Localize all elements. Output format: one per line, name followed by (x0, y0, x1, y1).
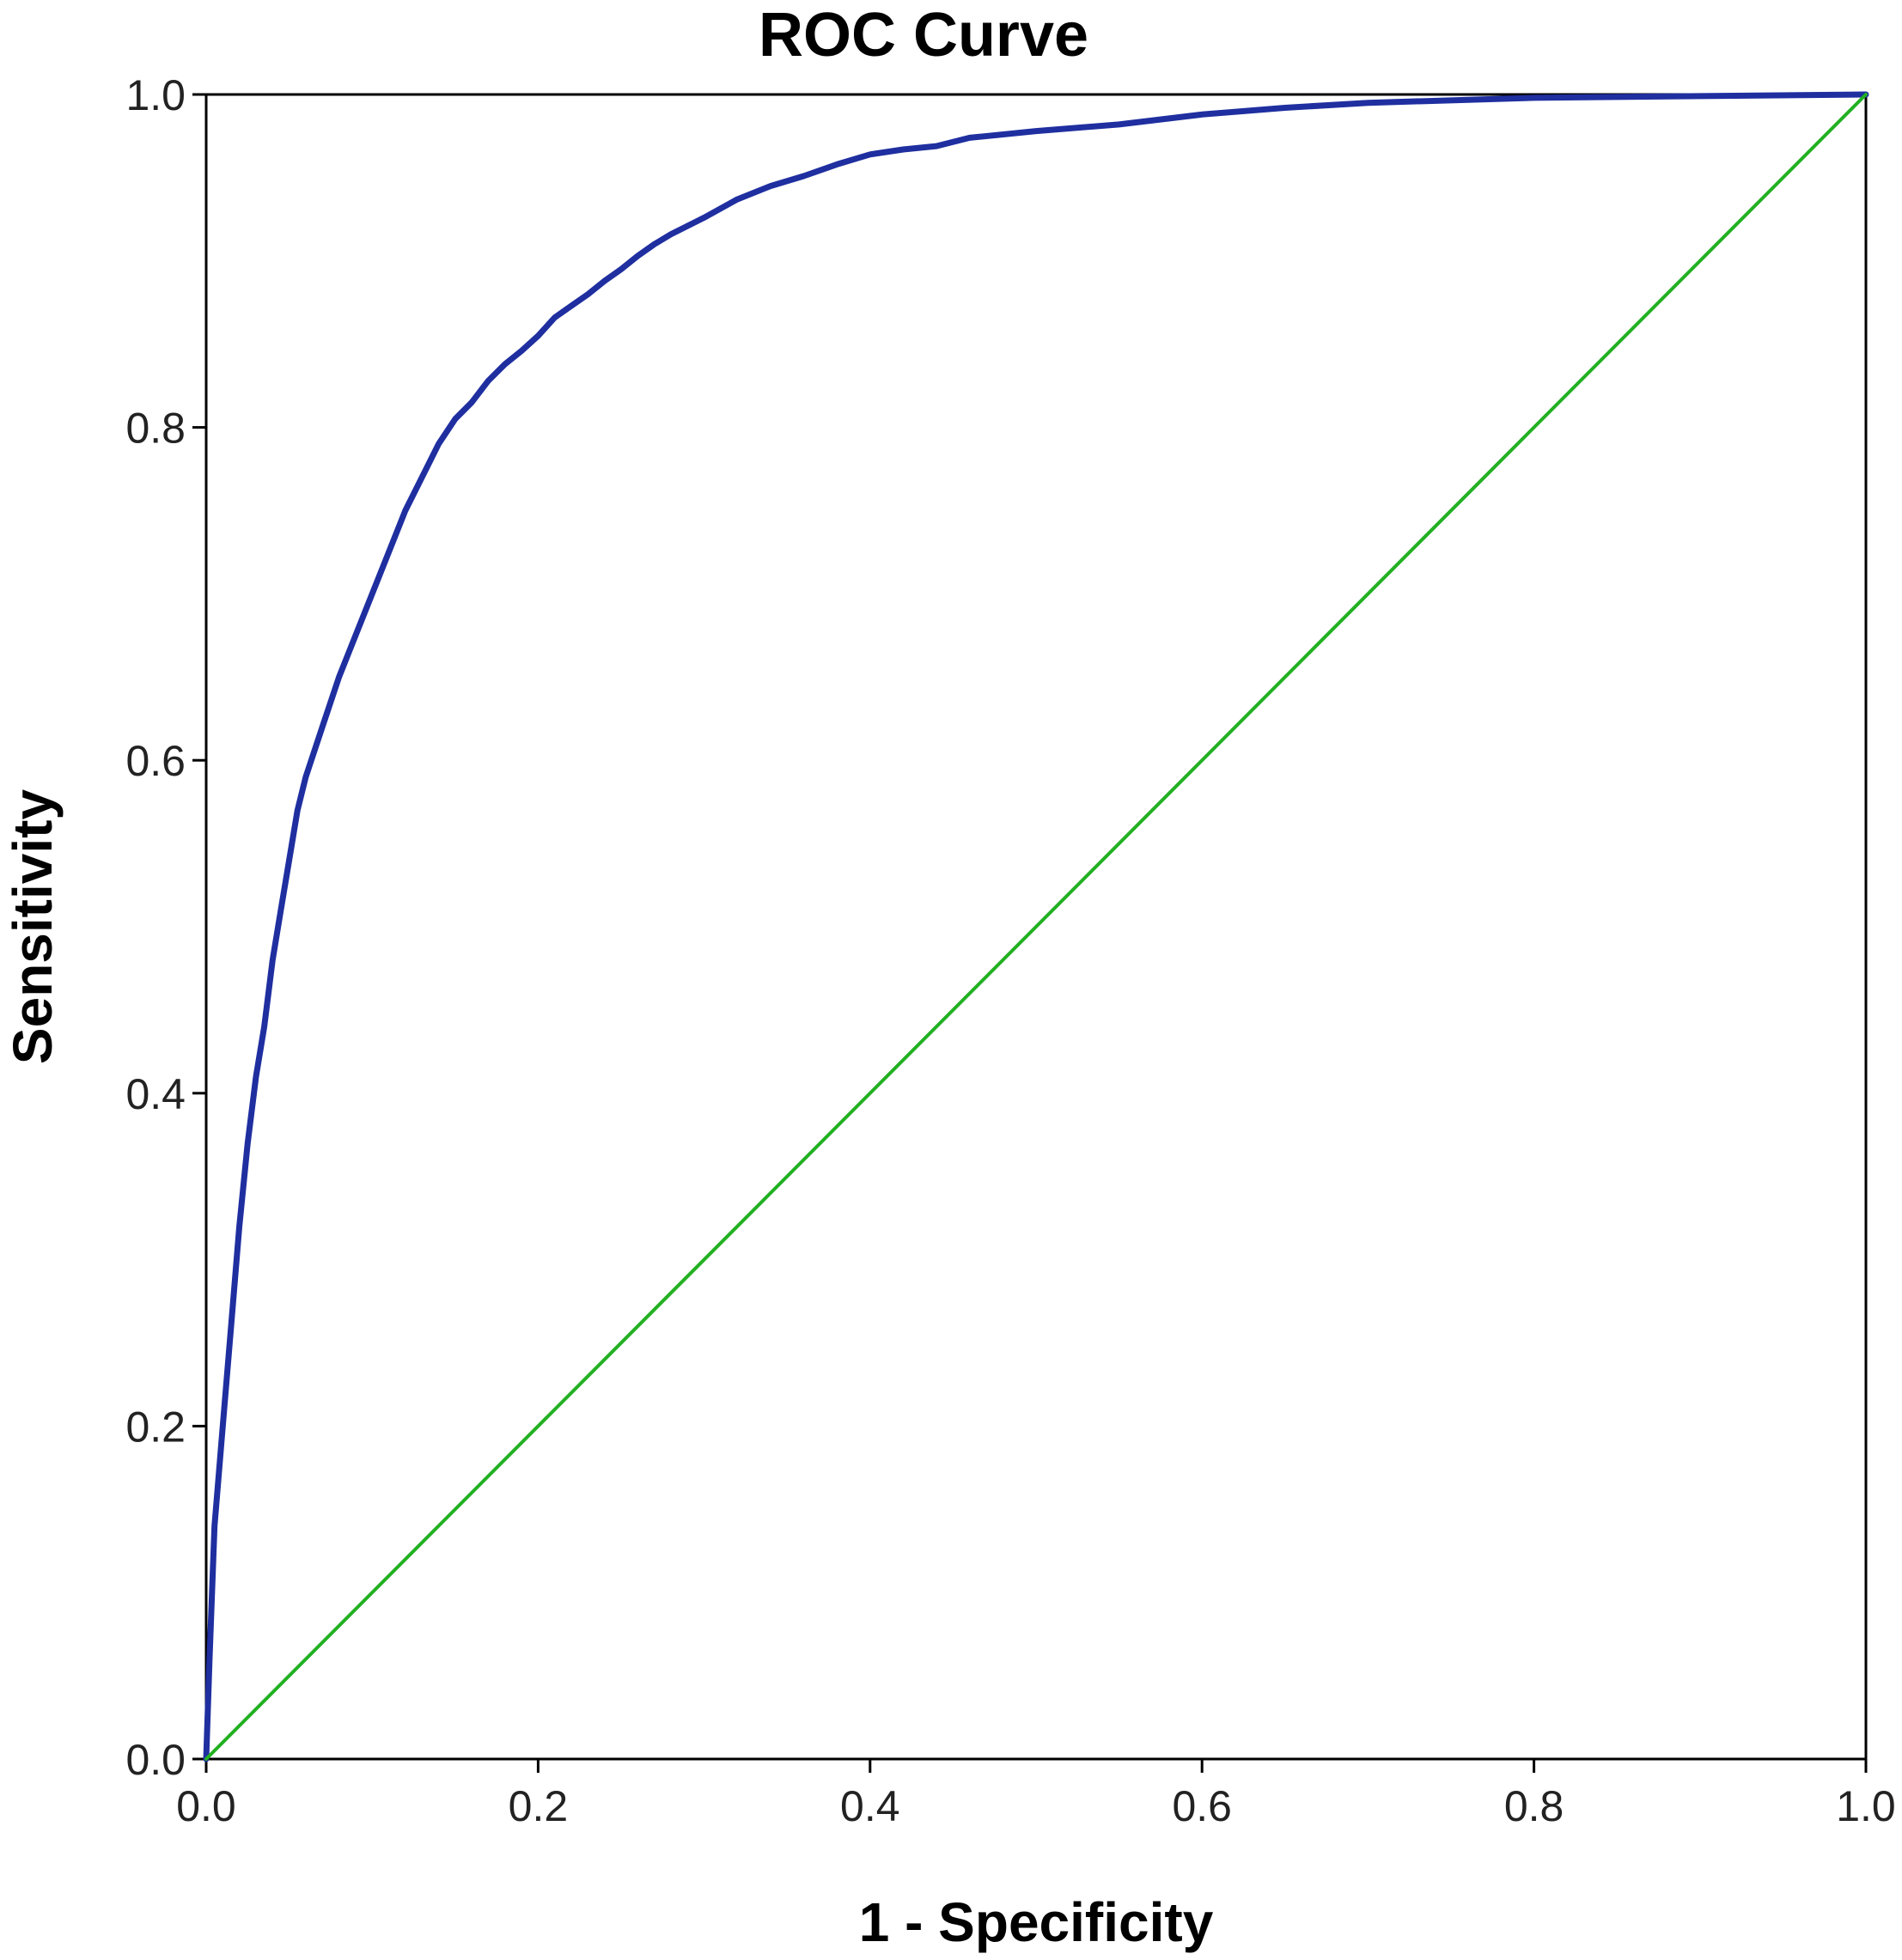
plot-area (204, 93, 1868, 1761)
y-tick-label: 1.0 (125, 71, 186, 119)
roc-curve-line (203, 91, 1869, 1762)
reference-diagonal-line (204, 93, 1868, 1761)
x-tick-label: 0.6 (1172, 1782, 1232, 1830)
y-tick-label: 0.2 (125, 1403, 186, 1451)
x-tick-label: 0.4 (840, 1782, 900, 1830)
y-axis-label: Sensitivity (2, 789, 64, 1065)
x-axis-label: 1 - Specificity (859, 1891, 1214, 1953)
y-axis-ticks: 0.0 0.2 0.4 0.6 0.8 1.0 (125, 71, 206, 1784)
y-tick-label: 0.4 (125, 1070, 186, 1118)
x-axis-ticks: 0.0 0.2 0.4 0.6 0.8 1.0 (176, 1759, 1896, 1830)
chart-title: ROC Curve (759, 1, 1088, 70)
y-tick-label: 0.0 (125, 1736, 186, 1784)
x-tick-label: 0.8 (1504, 1782, 1564, 1830)
y-tick-label: 0.6 (125, 737, 186, 785)
series-layer (203, 91, 1869, 1762)
x-tick-label: 0.2 (509, 1782, 569, 1830)
y-tick-label: 0.8 (125, 405, 186, 453)
x-tick-label: 0.0 (176, 1782, 236, 1830)
x-tick-label: 1.0 (1836, 1782, 1896, 1830)
